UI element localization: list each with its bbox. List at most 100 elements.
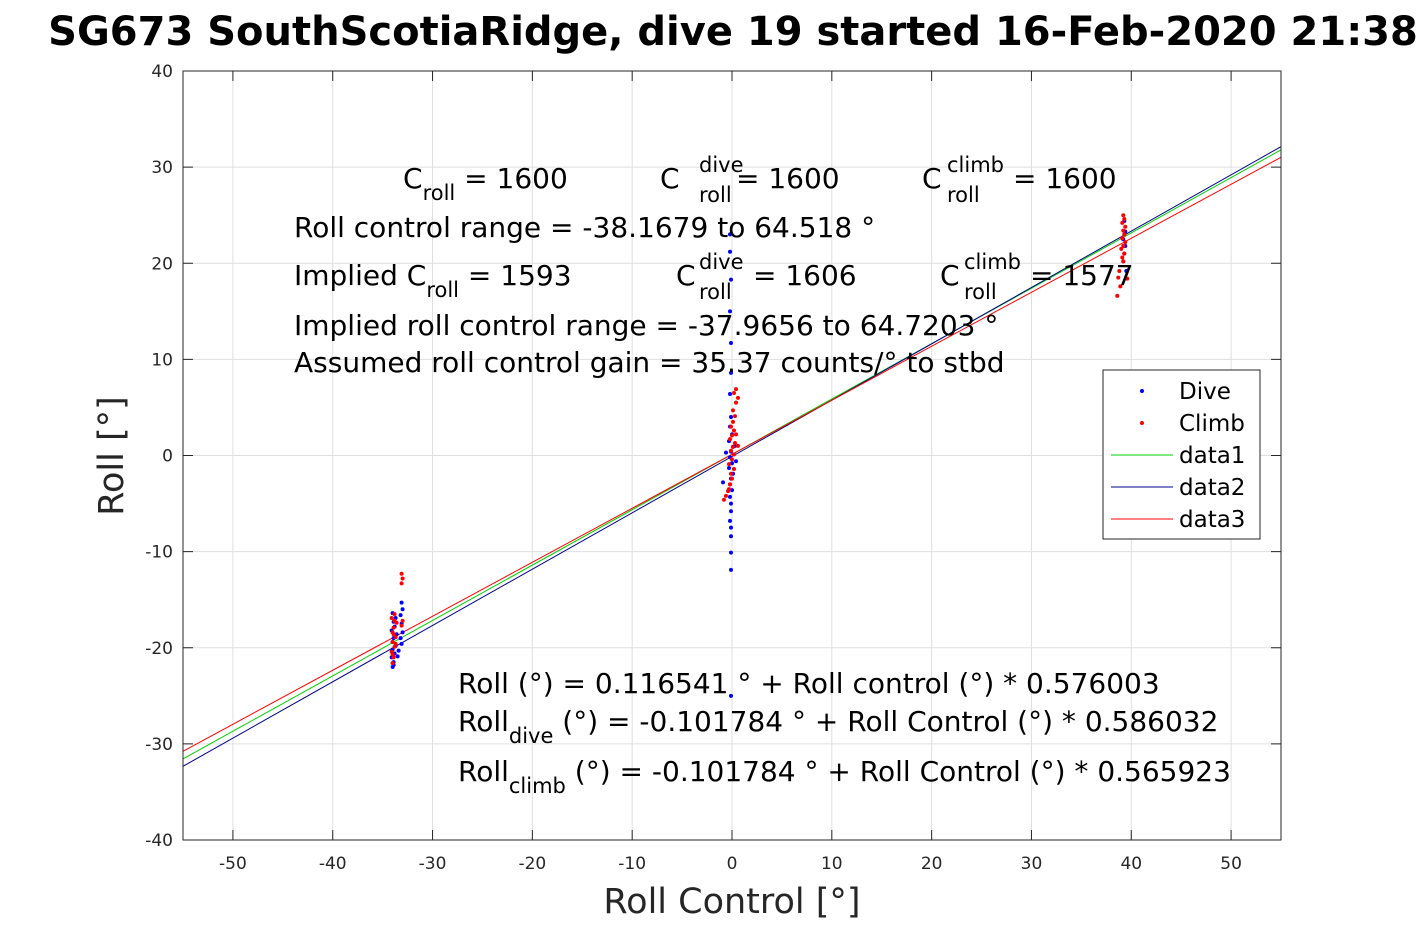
implied-climb-sup: climb bbox=[964, 250, 1021, 274]
data-point-dive bbox=[727, 465, 732, 470]
data-point-climb bbox=[1122, 251, 1127, 256]
data-point-climb bbox=[731, 466, 736, 471]
data-point-climb bbox=[1120, 255, 1125, 260]
data-point-dive bbox=[729, 277, 734, 282]
data-point-climb bbox=[393, 635, 398, 640]
data-point-climb bbox=[389, 615, 394, 620]
legend-label-dive: Dive bbox=[1179, 379, 1231, 405]
x-tick-label: -20 bbox=[518, 854, 546, 874]
data-point-climb bbox=[392, 618, 397, 623]
data-point-climb bbox=[727, 462, 732, 467]
data-point-climb bbox=[399, 623, 404, 628]
data-point-climb bbox=[729, 448, 734, 453]
legend-marker-dive bbox=[1140, 389, 1144, 393]
data-point-dive bbox=[729, 567, 734, 572]
y-tick-label: -10 bbox=[145, 543, 173, 563]
c-dive-annotation: C bbox=[660, 162, 680, 195]
data-point-dive bbox=[728, 391, 733, 396]
data-point-dive bbox=[728, 249, 733, 254]
data-point-climb bbox=[730, 433, 734, 438]
implied-dive-value: = 1606 bbox=[753, 259, 857, 292]
data-point-climb bbox=[1121, 243, 1126, 248]
data-point-climb bbox=[733, 387, 738, 392]
data-point-climb bbox=[728, 437, 733, 442]
data-point-climb bbox=[390, 652, 395, 657]
x-tick-label: 10 bbox=[821, 854, 843, 874]
data-point-climb bbox=[733, 432, 738, 437]
x-tick-label: -50 bbox=[219, 854, 247, 874]
fit-dive-annotation: Rolldive (°) = -0.101784 ° + Roll Contro… bbox=[458, 705, 1218, 748]
data-point-climb bbox=[731, 428, 736, 433]
y-tick-label: 30 bbox=[151, 158, 173, 178]
data-point-dive bbox=[729, 509, 734, 514]
data-point-climb bbox=[390, 639, 395, 644]
data-point-climb bbox=[733, 400, 738, 405]
annotations: Croll = 1600 C dive roll = 1600 C climb … bbox=[294, 153, 1231, 798]
data-point-dive bbox=[728, 232, 733, 237]
data-point-dive bbox=[729, 501, 734, 506]
fit-line-data2 bbox=[182, 146, 1282, 767]
implied-c-annotation: Implied Croll = 1593 bbox=[294, 259, 572, 302]
data-point-dive bbox=[400, 607, 405, 612]
c-dive-sup: dive bbox=[699, 153, 744, 177]
data-point-climb bbox=[730, 457, 734, 462]
data-point-climb bbox=[1125, 276, 1130, 281]
data-point-climb bbox=[391, 625, 396, 630]
data-point-dive bbox=[724, 450, 729, 455]
data-point-climb bbox=[400, 618, 405, 623]
data-point-climb bbox=[732, 441, 737, 446]
x-tick-label: 40 bbox=[1120, 854, 1142, 874]
gain-annotation: Assumed roll control gain = 35.37 counts… bbox=[294, 346, 1005, 379]
y-tick-label: -20 bbox=[145, 639, 173, 659]
c-roll-annotation: Croll = 1600 bbox=[403, 162, 568, 205]
implied-range-annotation: Implied roll control range = -37.9656 to… bbox=[294, 309, 998, 342]
data-point-climb bbox=[735, 395, 740, 400]
legend-marker-climb bbox=[1140, 421, 1144, 425]
legend-label-data2: data2 bbox=[1179, 475, 1245, 501]
data-point-climb bbox=[729, 424, 734, 429]
legend-label-data1: data1 bbox=[1179, 443, 1245, 469]
data-point-dive bbox=[398, 636, 403, 641]
implied-dive-sup: dive bbox=[699, 250, 744, 274]
data-point-dive bbox=[399, 600, 404, 605]
data-point-climb bbox=[731, 452, 736, 457]
data-point-climb bbox=[728, 482, 733, 487]
data-point-climb bbox=[391, 632, 396, 637]
roll-range-annotation: Roll control range = -38.1679 to 64.518 … bbox=[294, 211, 875, 244]
y-tick-label: 10 bbox=[151, 350, 173, 370]
data-point-climb bbox=[724, 493, 729, 498]
data-point-dive bbox=[729, 693, 734, 698]
data-point-climb bbox=[1119, 246, 1124, 251]
data-point-dive bbox=[729, 370, 734, 375]
data-point-dive bbox=[400, 630, 405, 635]
c-climb-sup: climb bbox=[947, 153, 1004, 177]
data-point-dive bbox=[399, 641, 404, 646]
y-tick-label: -30 bbox=[145, 735, 173, 755]
y-tick-label: 20 bbox=[151, 254, 173, 274]
data-point-climb bbox=[735, 443, 740, 448]
data-point-climb bbox=[390, 661, 395, 666]
data-point-climb bbox=[392, 612, 397, 617]
fit-lines bbox=[182, 146, 1282, 767]
implied-climb-annotation: C bbox=[940, 259, 960, 292]
axis-ticks: -50 -40 -30 -20 -10 0 10 20 30 40 50 -40 -30 -20 -10 0 1… bbox=[145, 62, 1281, 874]
c-climb-annotation: C bbox=[922, 162, 942, 195]
data-point-climb bbox=[727, 487, 732, 492]
data-point-climb bbox=[1123, 240, 1128, 245]
data-point-dive bbox=[729, 415, 734, 420]
fit-all-annotation: Roll (°) = 0.116541 ° + Roll control (°)… bbox=[458, 667, 1160, 700]
legend: Dive Climb data1 data2 data3 bbox=[1102, 369, 1261, 540]
data-point-climb bbox=[1120, 220, 1125, 225]
implied-climb-value: = 1577 bbox=[1030, 259, 1134, 292]
data-point-climb bbox=[1120, 236, 1125, 241]
implied-climb-sub: roll bbox=[964, 280, 997, 304]
data-point-climb bbox=[1121, 228, 1126, 233]
data-point-climb bbox=[730, 476, 734, 481]
c-climb-value: = 1600 bbox=[1013, 162, 1117, 195]
fit-climb-annotation: Rollclimb (°) = -0.101784 ° + Roll Contr… bbox=[458, 755, 1231, 798]
x-axis-label: Roll Control [°] bbox=[603, 882, 860, 922]
data-point-dive bbox=[398, 613, 403, 618]
c-dive-sub: roll bbox=[699, 183, 732, 207]
y-axis-label: Roll [°] bbox=[92, 396, 132, 516]
implied-dive-sub: roll bbox=[699, 280, 732, 304]
